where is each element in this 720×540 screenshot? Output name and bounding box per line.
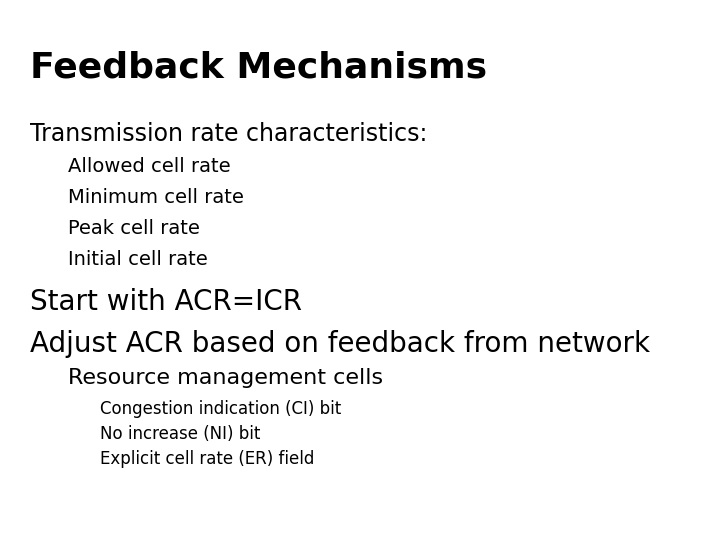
Text: Minimum cell rate: Minimum cell rate — [68, 188, 244, 207]
Text: Resource management cells: Resource management cells — [68, 368, 383, 388]
Text: Initial cell rate: Initial cell rate — [68, 250, 208, 269]
Text: Allowed cell rate: Allowed cell rate — [68, 157, 230, 176]
Text: No increase (NI) bit: No increase (NI) bit — [100, 425, 261, 443]
Text: Transmission rate characteristics:: Transmission rate characteristics: — [30, 122, 428, 146]
Text: Adjust ACR based on feedback from network: Adjust ACR based on feedback from networ… — [30, 330, 650, 358]
Text: Peak cell rate: Peak cell rate — [68, 219, 200, 238]
Text: Explicit cell rate (ER) field: Explicit cell rate (ER) field — [100, 450, 315, 468]
Text: Start with ACR=ICR: Start with ACR=ICR — [30, 288, 302, 316]
Text: Feedback Mechanisms: Feedback Mechanisms — [30, 50, 487, 84]
Text: Congestion indication (CI) bit: Congestion indication (CI) bit — [100, 400, 341, 418]
